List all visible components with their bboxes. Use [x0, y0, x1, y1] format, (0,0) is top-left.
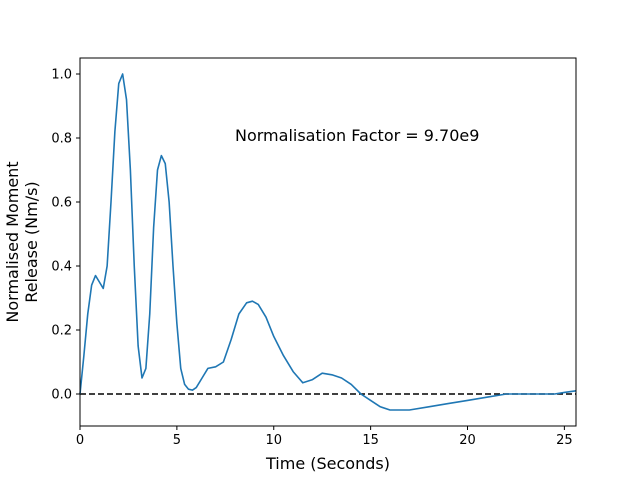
x-tick-label: 25 [556, 433, 573, 448]
y-tick-label: 0.6 [51, 196, 72, 211]
y-tick-label: 0.0 [51, 388, 72, 403]
y-tick-label: 1.0 [51, 68, 72, 83]
x-tick-label: 20 [459, 433, 476, 448]
y-tick-label: 0.2 [51, 324, 72, 339]
x-tick-label: 10 [265, 433, 282, 448]
y-axis-label-line-1: Normalised Moment [3, 161, 22, 322]
axes-frame [79, 57, 577, 427]
x-tick-label: 5 [173, 433, 181, 448]
x-tick-label: 15 [362, 433, 379, 448]
y-axis-label-line-2: Release (Nm/s) [22, 181, 41, 302]
normalisation-factor-annotation: Normalisation Factor = 9.70e9 [235, 126, 479, 145]
plot-area: 0 5 10 15 20 25 0.0 0.2 0.4 0.6 0.8 1.0 [51, 57, 577, 448]
y-tick-label: 0.4 [51, 260, 72, 275]
x-axis-label: Time (Seconds) [265, 454, 390, 473]
x-tick-label: 0 [76, 433, 84, 448]
y-tick-label: 0.8 [51, 132, 72, 147]
series-line-0 [79, 73, 577, 411]
